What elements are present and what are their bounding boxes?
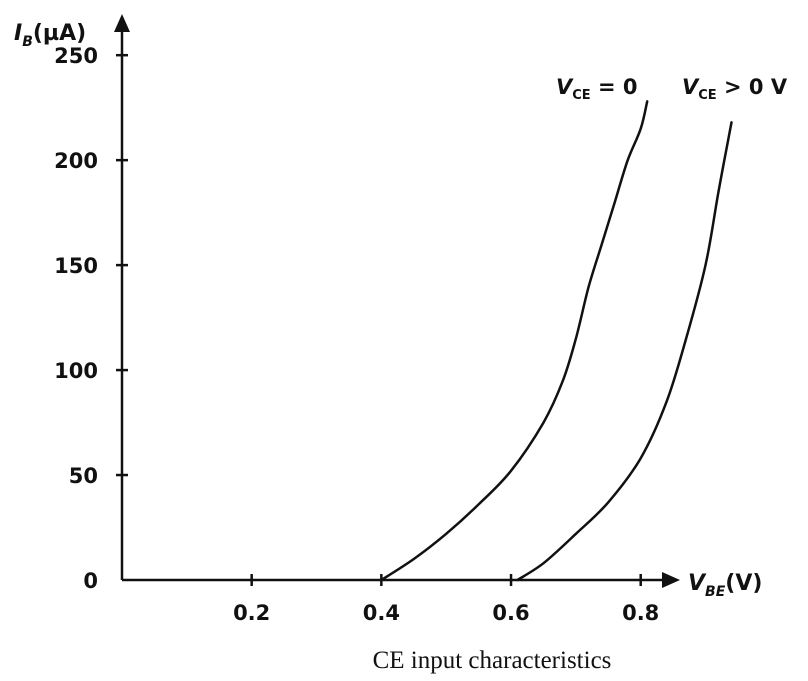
x-tick-label: 0.2	[233, 601, 270, 625]
y-tick-label: 0	[83, 569, 98, 593]
series-layer	[380, 100, 733, 582]
series-line-vce-zero	[380, 100, 649, 582]
y-ticks: 0 50 100 150 200 250	[54, 44, 128, 593]
x-tick-label: 0.4	[363, 601, 400, 625]
series-label-vce-zero: VCE = 0	[556, 75, 638, 103]
axes	[114, 14, 680, 588]
series-label-vce-positive: VCE > 0 V	[682, 75, 788, 103]
y-tick-label: 250	[54, 44, 98, 68]
y-tick-label: 200	[54, 149, 98, 173]
x-axis-arrow	[662, 572, 680, 588]
x-ticks: 0.2 0.4 0.6 0.8	[233, 574, 659, 625]
y-tick-label: 100	[54, 359, 98, 383]
chart-caption: CE input characteristics	[373, 647, 612, 674]
y-tick-label: 150	[54, 254, 98, 278]
y-axis-label: IB(µA)	[14, 21, 86, 50]
x-tick-label: 0.8	[622, 601, 659, 625]
x-axis-label: VBE(V)	[688, 571, 762, 600]
series-line-vce-positive	[516, 121, 733, 582]
x-tick-label: 0.6	[492, 601, 529, 625]
y-axis-arrow	[114, 14, 130, 32]
y-tick-label: 50	[69, 464, 98, 488]
